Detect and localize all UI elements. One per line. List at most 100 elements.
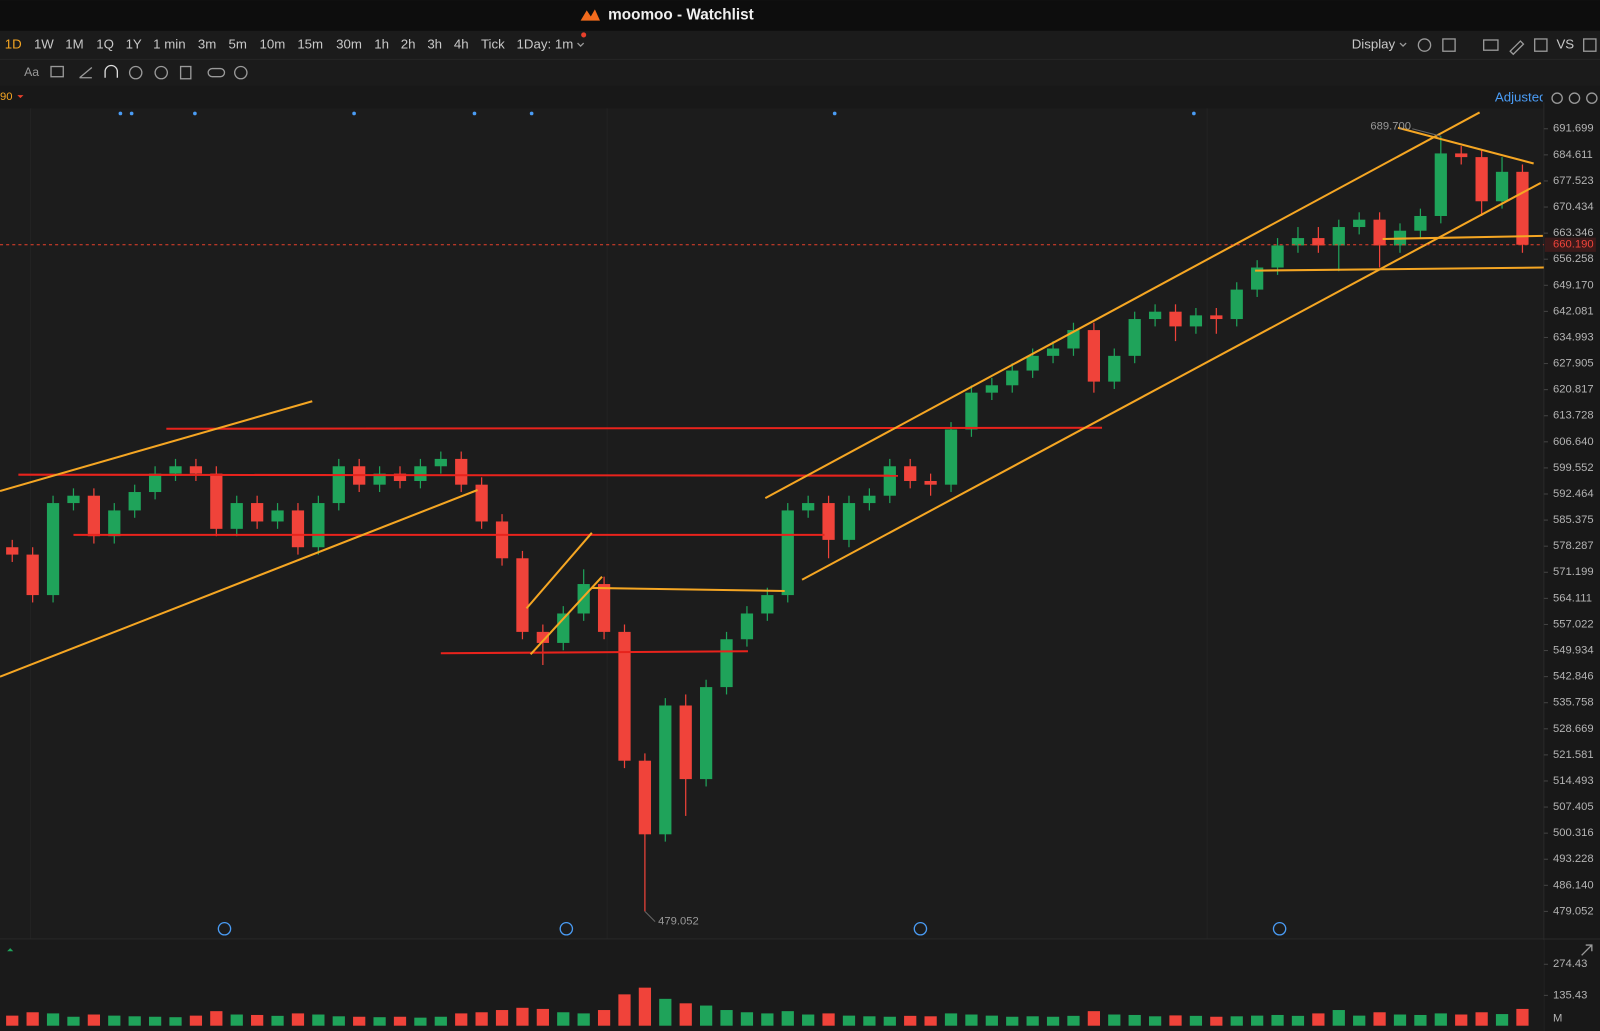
indicator-label: 90 (0, 91, 12, 103)
volume-bar (373, 1017, 386, 1026)
candle-body (761, 595, 774, 614)
volume-bar (6, 1015, 19, 1026)
volume-bar (1046, 1016, 1060, 1026)
zoom-in-icon[interactable] (1586, 92, 1598, 104)
period-button[interactable]: Tick (481, 37, 505, 52)
volume-bar (414, 1017, 427, 1026)
volume-bar (1373, 1012, 1386, 1026)
y-tick-label: 606.640 (1553, 436, 1594, 448)
candle-body (1026, 355, 1039, 371)
magnet-tool[interactable] (104, 64, 119, 78)
period-button[interactable]: 1M (65, 37, 83, 52)
period-button[interactable]: 30m (336, 37, 362, 52)
y-tick-label: 507.405 (1553, 801, 1594, 813)
pane-toggle[interactable] (7, 948, 14, 952)
dropdown-icon[interactable] (577, 42, 585, 48)
period-button[interactable]: 1 min (153, 37, 185, 52)
volume-bar (1189, 1015, 1203, 1026)
link-tool[interactable] (207, 67, 226, 78)
settings-tool[interactable] (234, 65, 248, 80)
hide-tool[interactable] (128, 65, 143, 80)
news-icons[interactable] (217, 921, 1287, 936)
text-tool[interactable]: Aa (24, 65, 39, 79)
period-button[interactable]: 1D (5, 37, 22, 52)
volume-bar (1148, 1016, 1162, 1026)
volume-bar (434, 1016, 447, 1026)
volume-bar (251, 1014, 264, 1026)
y-tick-label: 493.228 (1553, 853, 1594, 865)
line-tool[interactable] (79, 67, 93, 79)
volume-bar (638, 987, 652, 1026)
volume-bar (475, 1012, 488, 1026)
display-button[interactable]: Display (1352, 37, 1396, 52)
volume-bar (1087, 1011, 1100, 1026)
zoom-out-icon[interactable] (1568, 92, 1581, 104)
dropdown-icon[interactable] (1399, 42, 1407, 48)
volume-bar (924, 1016, 937, 1026)
y-tick-label: 571.199 (1553, 566, 1594, 578)
volume-bar (904, 1015, 917, 1026)
volume-bar (67, 1016, 80, 1026)
volume-bar (210, 1011, 223, 1026)
compare-button[interactable]: VS (1556, 37, 1574, 52)
low-marker-line (644, 911, 656, 922)
volume-bar (700, 1005, 713, 1026)
candle-body (1189, 315, 1203, 327)
camera-icon[interactable] (1483, 39, 1499, 51)
y-tick-label: 135.43 (1553, 989, 1587, 1001)
candle-body (618, 631, 631, 761)
candle-body (189, 466, 203, 474)
volume-bar (679, 1003, 692, 1026)
y-tick-label: 634.993 (1553, 331, 1594, 343)
logo (580, 9, 600, 21)
delete-tool[interactable] (179, 65, 192, 80)
volume-bar (1026, 1016, 1039, 1026)
candles (6, 136, 1529, 912)
volume-bar (455, 1013, 468, 1026)
period-toolbar (0, 30, 1600, 60)
candle-body (597, 584, 611, 632)
volume-bar (26, 1012, 39, 1026)
candle-body (393, 473, 407, 481)
pen-icon[interactable] (1509, 40, 1525, 56)
period-button[interactable]: 3m (198, 37, 216, 52)
fullscreen-icon[interactable] (1534, 38, 1548, 52)
volume-bar (618, 994, 631, 1026)
y-tick-label: 649.170 (1553, 279, 1594, 291)
candle-body (679, 705, 692, 780)
candle-body (169, 466, 182, 474)
candle-body (802, 503, 815, 511)
period-button[interactable]: 2h (401, 37, 416, 52)
candle-body (1332, 227, 1345, 246)
period-button[interactable]: 1W (34, 37, 54, 52)
period-button[interactable]: 4h (454, 37, 469, 52)
indicator-arrow[interactable] (17, 95, 24, 99)
candle-body (455, 458, 468, 485)
period-button[interactable]: 15m (297, 37, 323, 52)
candle-body (1128, 319, 1141, 356)
volume-bar (1353, 1015, 1366, 1026)
candle-body (87, 495, 100, 537)
candle-body (1353, 219, 1366, 228)
panel-icon[interactable] (1583, 38, 1597, 52)
expand-icon[interactable] (1581, 944, 1593, 956)
lock-tool[interactable] (154, 65, 169, 80)
period-button[interactable]: 5m (229, 37, 247, 52)
mode-button[interactable]: 1Day: 1m (517, 37, 574, 52)
candle-body (67, 495, 80, 504)
y-tick-label: 564.111 (1553, 592, 1592, 604)
period-button[interactable]: 1Q (96, 37, 114, 52)
period-button[interactable]: 10m (260, 37, 286, 52)
period-button[interactable]: 1Y (126, 37, 142, 52)
volume-bar (1169, 1015, 1182, 1026)
adjust-button[interactable]: Adjusted (1495, 90, 1547, 105)
comment-tool[interactable] (50, 65, 64, 78)
period-button[interactable]: 3h (427, 37, 442, 52)
candle-body (904, 466, 917, 481)
period-button[interactable]: 1h (374, 37, 389, 52)
layout-icon[interactable] (1442, 38, 1456, 52)
y-tick-label: 578.287 (1553, 540, 1594, 552)
reset-icon[interactable] (1551, 92, 1563, 104)
candle-body (516, 558, 529, 632)
settings-icon[interactable] (1417, 38, 1432, 52)
